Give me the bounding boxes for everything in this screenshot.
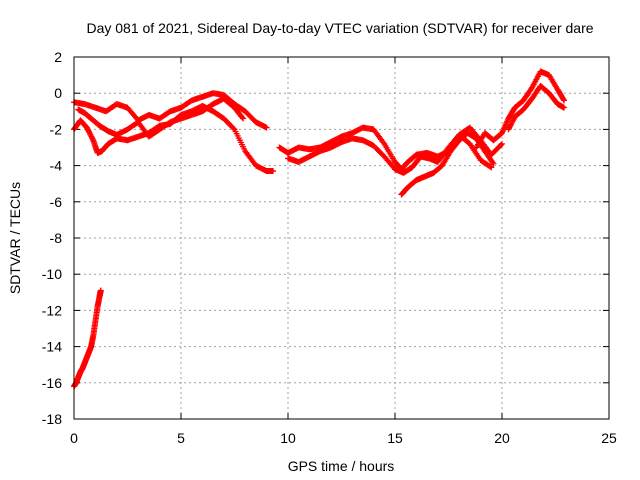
series-arc-middle-lower [285,131,495,176]
series-arc-late-band [505,82,568,133]
data-point [263,124,270,131]
series-early-segment [71,287,104,390]
y-tick-label: -12 [42,302,62,318]
data-point [270,168,277,175]
y-tick-label: -14 [42,339,62,355]
data-point [561,97,568,104]
y-tick-label: -8 [50,230,63,246]
y-tick-label: -18 [42,411,62,427]
y-tick-label: 2 [54,49,62,65]
x-tick-label: 20 [494,430,510,446]
x-tick-label: 25 [601,430,617,446]
y-tick-label: 0 [54,85,62,101]
data-point [489,159,496,166]
data-point [97,287,104,294]
chart-title: Day 081 of 2021, Sidereal Day-to-day VTE… [86,20,593,36]
data-point [488,164,495,171]
series-arc-late-lower [398,130,497,198]
y-axis-label: SDTVAR / TECUs [7,182,23,294]
y-tick-label: -2 [50,121,63,137]
data-point [561,104,568,111]
series-arc-upper [71,90,270,131]
data-point [560,96,567,103]
x-tick-label: 15 [387,430,403,446]
y-tick-label: -16 [42,375,62,391]
series-arc-mid [75,95,247,140]
data-point [490,160,497,167]
series-arc-late-upper [473,68,568,151]
data-points [71,68,568,390]
data-point [497,141,504,148]
data-point [487,163,494,170]
plot-frame [73,56,610,420]
x-tick-label: 5 [177,430,185,446]
y-tick-label: -6 [50,194,63,210]
y-tick-label: -10 [42,266,62,282]
x-axis-label: GPS time / hours [288,458,395,474]
data-point [499,140,505,147]
x-tick-label: 10 [280,430,296,446]
data-point [240,115,247,122]
data-point [230,125,237,132]
x-tick-label: 0 [70,430,78,446]
y-tick-label: -4 [50,158,63,174]
data-point [239,114,246,121]
grid-lines [74,57,609,419]
